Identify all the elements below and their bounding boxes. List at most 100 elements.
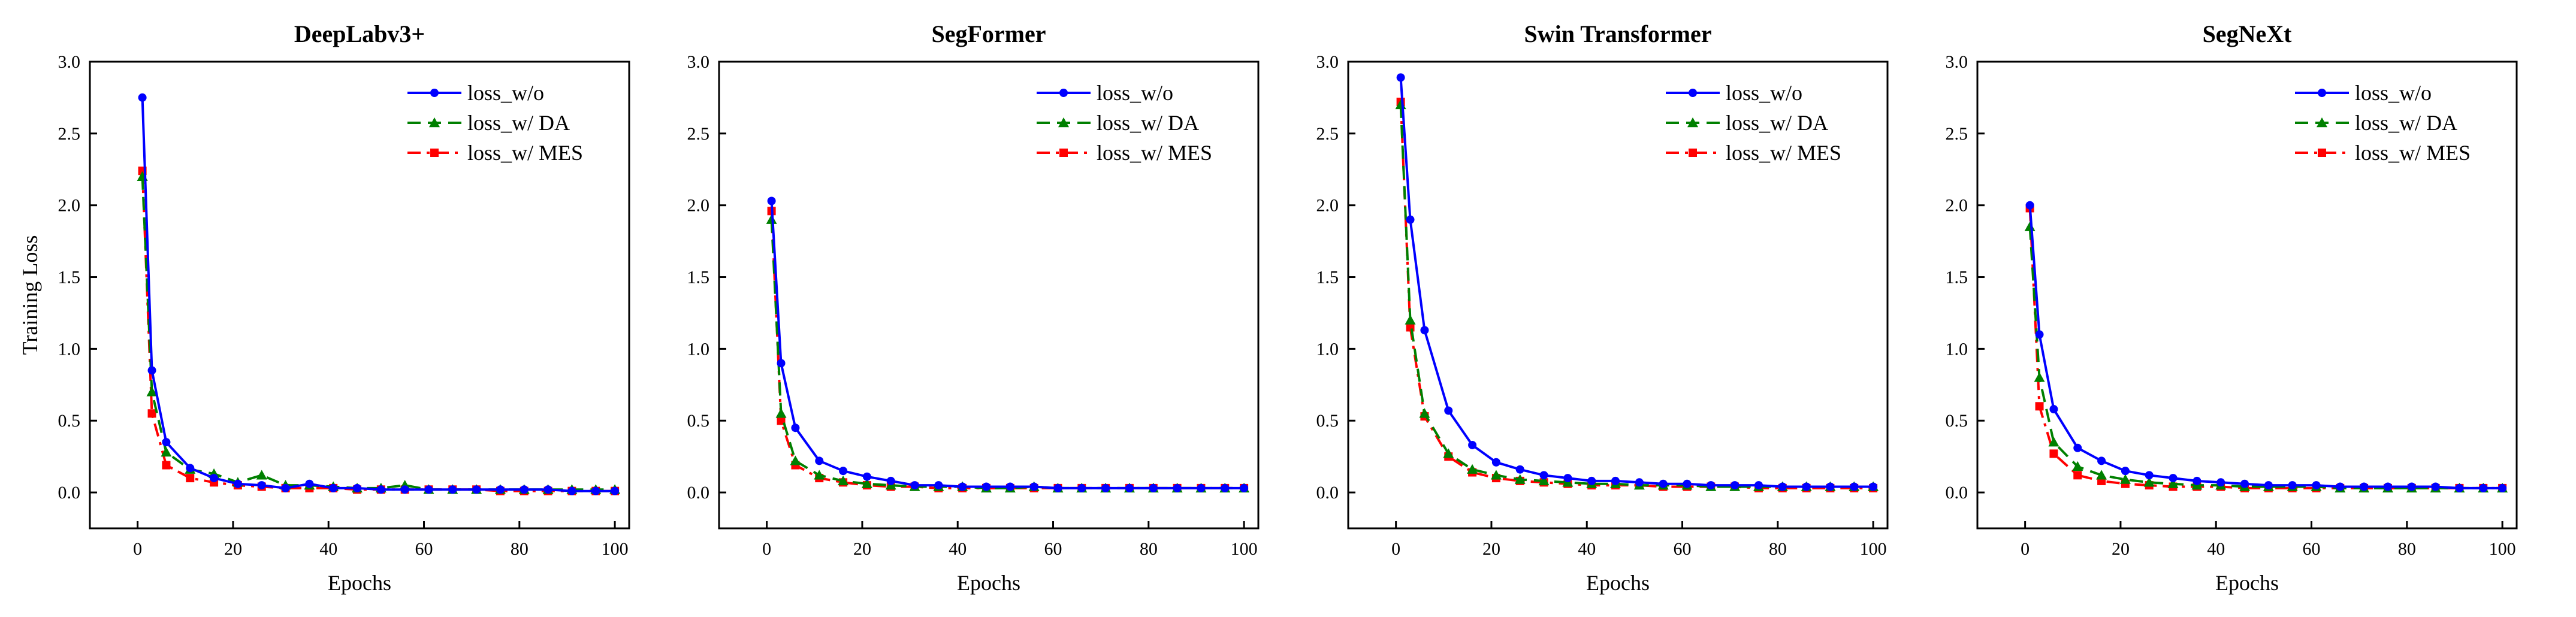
series-3 <box>138 167 620 495</box>
data-point <box>520 485 529 494</box>
data-point <box>1563 474 1572 483</box>
data-point <box>472 485 481 494</box>
data-point <box>567 486 576 495</box>
data-point <box>791 424 800 432</box>
chart-panel-2: SegFormer 0.0 0.5 1.0 1.5 2.0 2.5 3.0 0 20 40 60 80 1… <box>687 20 1260 595</box>
data-point <box>186 474 195 483</box>
legend-label: loss_w/ MES <box>467 141 583 165</box>
y-tick-label: 1.5 <box>1946 268 1968 288</box>
y-tick-label: 1.0 <box>1946 339 1968 359</box>
series-line <box>1399 77 1874 488</box>
y-tick-label: 2.0 <box>1946 196 1968 216</box>
data-point <box>1754 481 1763 490</box>
x-tick-label: 40 <box>319 539 337 559</box>
legend: loss_w/o loss_w/ DA loss_w/ MES <box>1037 81 1212 165</box>
data-point <box>1005 482 1014 491</box>
data-point <box>2025 201 2034 210</box>
data-point <box>2024 221 2036 231</box>
y-tick-label: 2.0 <box>687 196 710 216</box>
y-tick-label: 0.5 <box>1946 411 1968 431</box>
x-tick-label: 100 <box>602 539 629 559</box>
data-point <box>400 485 409 494</box>
series-1 <box>2025 201 2507 492</box>
data-point <box>281 483 290 492</box>
data-point <box>2119 474 2131 484</box>
series-3 <box>2025 204 2507 492</box>
data-point <box>2240 479 2249 488</box>
x-tick-label: 20 <box>853 539 871 559</box>
legend-item: loss_w/ MES <box>1037 141 1212 165</box>
x-tick-label: 100 <box>2489 539 2516 559</box>
legend-label: loss_w/o <box>1097 81 1173 105</box>
data-point <box>2035 330 2044 339</box>
data-point <box>2479 483 2488 492</box>
y-tick-label: 0.5 <box>687 411 710 431</box>
series-line <box>141 171 615 492</box>
data-point <box>1539 471 1548 480</box>
data-point <box>2193 476 2201 485</box>
data-point <box>2096 470 2107 480</box>
data-point <box>1396 73 1405 82</box>
legend-label: loss_w/ MES <box>2355 141 2471 165</box>
data-point <box>2049 405 2058 414</box>
data-point <box>910 481 919 490</box>
data-point <box>2073 471 2082 480</box>
legend-item: loss_w/o <box>2295 81 2432 105</box>
legend-marker <box>1059 89 1068 97</box>
y-tick-label: 1.5 <box>687 268 710 288</box>
y-tick-label: 0.0 <box>1946 483 1968 503</box>
data-point <box>2035 402 2044 411</box>
data-point <box>1778 482 1787 491</box>
data-point <box>2455 483 2464 492</box>
series-line <box>1399 104 1874 488</box>
y-tick-label: 0.5 <box>1316 411 1339 431</box>
data-point <box>2048 437 2059 447</box>
plot-frame <box>718 61 1260 530</box>
data-point <box>233 479 242 488</box>
data-point <box>2072 461 2083 471</box>
x-tick-label: 80 <box>1769 539 1787 559</box>
legend: loss_w/o loss_w/ DA loss_w/ MES <box>407 81 583 165</box>
data-point <box>305 479 314 488</box>
y-tick-label: 3.0 <box>687 52 710 72</box>
chart-panel-4: SegNeXt 0.0 0.5 1.0 1.5 2.0 2.5 3.0 0 20 40 60 80 100… <box>1946 20 2518 595</box>
data-point <box>1173 483 1182 492</box>
data-point <box>1538 475 1550 486</box>
data-point <box>839 467 848 476</box>
data-point <box>2360 482 2369 491</box>
legend-item: loss_w/ DA <box>2295 111 2457 135</box>
data-point <box>161 446 172 457</box>
data-point <box>1149 483 1158 492</box>
data-point <box>1611 476 1620 485</box>
data-point <box>2216 478 2225 487</box>
data-point <box>2431 482 2440 491</box>
legend-marker <box>2317 117 2327 128</box>
y-tick-label: 3.0 <box>1946 52 1968 72</box>
data-point <box>1707 481 1716 490</box>
data-point <box>257 481 266 490</box>
y-tick-label: 0.5 <box>58 411 81 431</box>
data-point <box>1444 406 1453 415</box>
data-point <box>1419 408 1430 418</box>
data-point <box>1125 483 1134 492</box>
data-point <box>815 456 824 465</box>
data-point <box>2407 482 2416 491</box>
y-tick-label: 3.0 <box>58 52 81 72</box>
data-point <box>958 482 967 491</box>
y-tick-label: 0.0 <box>58 483 81 503</box>
data-point <box>147 366 156 375</box>
series-line <box>770 201 1245 489</box>
series-line <box>141 176 615 491</box>
y-tick-label: 1.0 <box>58 339 81 359</box>
series-1 <box>767 196 1249 492</box>
x-tick-label: 20 <box>1482 539 1500 559</box>
x-tick-label: 100 <box>1860 539 1887 559</box>
y-tick-label: 2.0 <box>58 196 81 216</box>
data-point <box>2121 467 2130 476</box>
data-point <box>1491 458 1500 467</box>
legend-item: loss_w/ DA <box>1037 111 1199 135</box>
legend-item: loss_w/o <box>407 81 544 105</box>
series-2 <box>766 214 1250 493</box>
legend-marker <box>1059 149 1068 157</box>
